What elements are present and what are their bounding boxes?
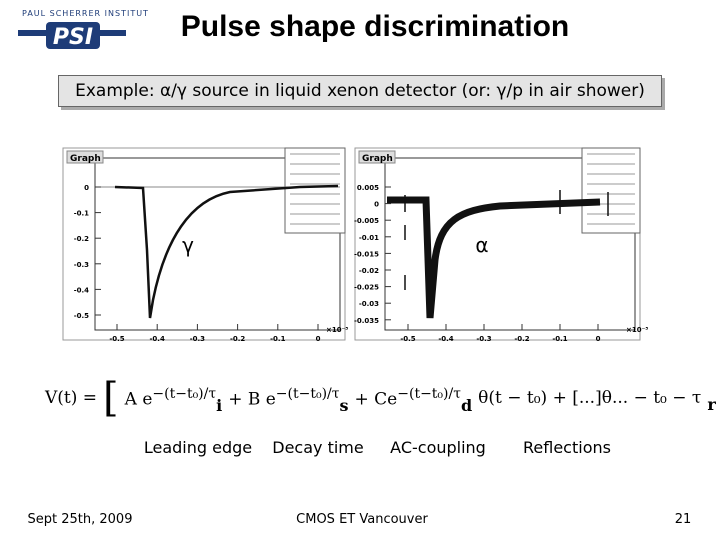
term-coefficient: A e — [124, 389, 153, 410]
y-tick-label: 0 — [84, 184, 89, 192]
y-tick-label: 0.005 — [357, 184, 379, 192]
logo: PSI — [18, 22, 126, 50]
trace-label: γ — [182, 233, 194, 257]
trace-label: α — [475, 233, 488, 257]
pulse-trace — [114, 184, 339, 319]
y-tick-label: 0 — [374, 201, 379, 209]
pulse-trace — [387, 196, 601, 319]
formula-lhs: V(t) = — [45, 388, 98, 408]
term-subscript: i — [216, 395, 223, 415]
x-tick-label: -0.5 — [400, 335, 415, 343]
y-tick-label: -0.02 — [359, 267, 379, 275]
term-label: Leading edge — [143, 438, 253, 457]
x-tick-label: -0.3 — [476, 335, 491, 343]
stats-lines — [290, 153, 340, 225]
x-tick-label: -0.3 — [190, 335, 205, 343]
y-tick-label: -0.035 — [354, 317, 379, 325]
formula-subscript: r — [707, 394, 716, 414]
x-tick-label: -0.2 — [230, 335, 245, 343]
graph-tab — [358, 150, 396, 164]
x-tick-label: 0 — [596, 335, 601, 343]
x-tick-label: -0.1 — [552, 335, 567, 343]
y-tick-label: -0.015 — [354, 250, 379, 258]
formula-term: + Ce−(t−t₀)/τd — [354, 386, 473, 415]
x-tick-label: -0.4 — [438, 335, 453, 343]
term-coefficient: + B e — [228, 389, 276, 410]
x-tick-label: -0.1 — [270, 335, 285, 343]
error-bars — [404, 190, 609, 290]
term-exponent: −(t−t₀)/τ — [152, 386, 217, 403]
footer-date: Sept 25th, 2009 — [27, 512, 133, 527]
term-label: AC-coupling — [390, 438, 486, 457]
footer-event: CMOS ET Vancouver — [296, 512, 428, 527]
formula-term: + B e−(t−t₀)/τs — [228, 386, 348, 415]
term-label: Reflections — [523, 438, 611, 457]
stats-box — [284, 147, 346, 234]
x-multiplier: ×10⁻³ — [626, 326, 648, 334]
y-tick-label: -0.3 — [74, 261, 89, 269]
formula-term: A e−(t−t₀)/τi — [124, 386, 223, 415]
graph-heading: Graph — [362, 154, 393, 164]
term-exponent: −(t−t₀)/τ — [275, 386, 340, 403]
y-tick-label: -0.1 — [74, 210, 89, 218]
y-tick-label: -0.025 — [354, 284, 379, 292]
y-tick-label: -0.005 — [354, 217, 379, 225]
x-tick-label: -0.4 — [150, 335, 165, 343]
term-subscript: d — [460, 395, 473, 415]
stats-box — [581, 147, 641, 234]
y-tick-label: -0.4 — [74, 286, 89, 294]
stats-lines — [587, 153, 635, 225]
term-exponent: −(t−t₀)/τ — [397, 386, 461, 403]
term-subscript: s — [339, 395, 349, 415]
page-number: 21 — [674, 512, 692, 527]
y-tick-label: -0.2 — [74, 235, 89, 243]
term-label: Decay time — [272, 438, 364, 457]
slide-title: Pulse shape discrimination — [180, 10, 570, 43]
formula-bracket: [ — [103, 375, 119, 421]
formula-tail: θ(t − t₀) + [...]θ... − t₀ − τ — [478, 388, 702, 408]
x-multiplier: ×10⁻³ — [326, 326, 348, 334]
plots: Graph 0 -0.1 -0.2 -0.3 -0.4 -0.5 -0.5 -0.4 -0.3 -0… — [62, 147, 648, 343]
subtitle: Example: α/γ source in liquid xenon dete… — [58, 75, 662, 107]
x-tick-label: -0.2 — [514, 335, 529, 343]
x-tick-label: -0.5 — [109, 335, 124, 343]
graph-heading: Graph — [70, 154, 101, 164]
y-tick-label: -0.01 — [359, 234, 379, 242]
y-tick-label: -0.5 — [74, 312, 89, 320]
logo-acronym: PSI — [53, 25, 93, 50]
x-tick-label: 0 — [316, 335, 321, 343]
formula: V(t) =[A e−(t−t₀)/τi + B e−(t−t₀)/τs + Ce−… — [45, 375, 716, 421]
institute-name: PAUL SCHERRER INSTITUT — [22, 9, 149, 18]
y-tick-label: -0.03 — [359, 300, 379, 308]
term-coefficient: + Ce — [354, 389, 398, 410]
graph-tab — [66, 150, 104, 164]
